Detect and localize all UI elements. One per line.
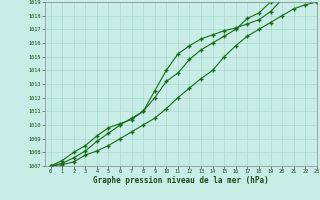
X-axis label: Graphe pression niveau de la mer (hPa): Graphe pression niveau de la mer (hPa) [93, 176, 269, 185]
